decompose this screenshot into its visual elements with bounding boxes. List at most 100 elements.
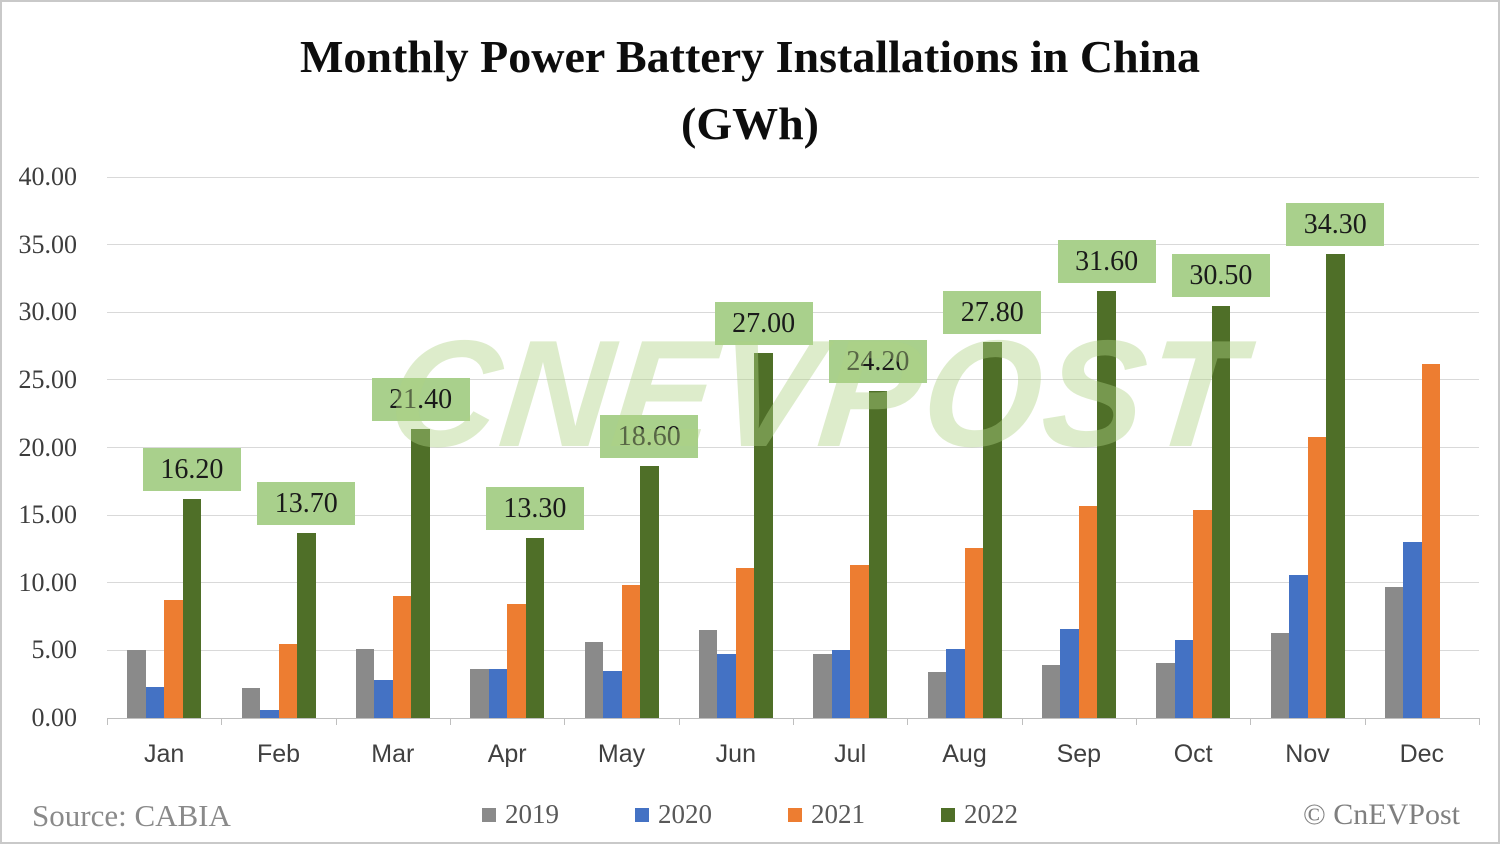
- gridline-40: [107, 176, 1479, 178]
- bar-2020-sep: [1060, 628, 1079, 718]
- x-axis-tick: [1136, 718, 1137, 725]
- data-label-2022-nov: 34.30: [1286, 203, 1385, 247]
- bar-2020-jul: [831, 650, 851, 718]
- bar-2021-jan: [164, 600, 183, 718]
- plot-area: 0.00 5.00 10.00 15.00 20.00 25.00 30.00 35.00 40…: [19, 164, 1480, 768]
- y-axis-tick-label: 20.00: [18, 432, 78, 462]
- data-label-2022-jun: 27.00: [714, 301, 813, 345]
- bar-2019-aug: [927, 672, 946, 718]
- bar-2019-dec: [1384, 586, 1404, 718]
- x-axis-label-jun: Jun: [715, 740, 756, 768]
- legend-label-2021: 2021: [811, 799, 865, 829]
- chart-title: Monthly Power Battery Installations in C…: [2, 24, 1498, 157]
- data-label-2022-oct: 30.50: [1171, 254, 1270, 298]
- data-label-2022-aug: 27.80: [943, 291, 1042, 334]
- bar-2021-apr: [507, 604, 526, 718]
- gridline-5: [107, 649, 1479, 651]
- x-axis-tick: [1364, 718, 1366, 725]
- bar-2019-jun: [698, 630, 718, 718]
- y-axis-tick-label: 0.00: [31, 703, 78, 732]
- bar-2020-oct: [1174, 639, 1194, 718]
- data-label-2022-jan: 16.20: [142, 447, 241, 491]
- x-axis-tick: [107, 718, 108, 725]
- bar-2019-jul: [813, 654, 832, 718]
- bar-2022-oct: [1211, 305, 1231, 718]
- bar-2022-nov: [1326, 254, 1345, 718]
- data-label-2022-apr: 13.30: [485, 487, 584, 531]
- x-axis-label-oct: Oct: [1173, 740, 1213, 768]
- bar-2019-nov: [1270, 632, 1289, 718]
- x-axis-label-mar: Mar: [371, 740, 415, 768]
- y-axis-tick-label: 15.00: [18, 500, 78, 530]
- x-axis-label-jul: Jul: [834, 740, 867, 768]
- x-axis-label-jan: Jan: [144, 740, 185, 768]
- bar-2020-feb: [260, 709, 279, 718]
- x-axis-tick: [678, 718, 680, 725]
- legend-item-2022: 2022: [941, 799, 1018, 830]
- bar-2022-mar: [411, 428, 430, 718]
- bar-2021-sep: [1078, 505, 1098, 718]
- bar-2022-feb: [297, 532, 316, 718]
- bar-2019-feb: [241, 688, 260, 718]
- data-label-2022-feb: 13.70: [257, 481, 356, 525]
- legend-item-2020: 2020: [635, 799, 712, 830]
- x-axis-tick: [793, 718, 794, 725]
- y-axis-tick-label: 35.00: [18, 229, 78, 259]
- data-label-2022-mar: 21.40: [371, 377, 470, 421]
- legend-item-2019: 2019: [482, 799, 559, 830]
- bar-2022-sep: [1097, 290, 1116, 718]
- bar-2019-may: [584, 642, 603, 718]
- bar-2021-oct: [1193, 509, 1212, 718]
- bar-2020-may: [603, 670, 622, 718]
- legend-item-2021: 2021: [788, 799, 865, 830]
- x-axis-tick: [564, 718, 566, 725]
- x-axis-tick: [450, 718, 451, 725]
- bar-2021-jul: [850, 565, 869, 718]
- y-axis-tick-label: 25.00: [18, 364, 78, 394]
- bar-2021-mar: [392, 596, 412, 718]
- legend-swatch-2020: [635, 807, 649, 822]
- x-axis-tick: [907, 718, 909, 725]
- y-axis-tick-label: 5.00: [31, 635, 78, 665]
- gridline-20: [107, 447, 1479, 448]
- bar-2022-apr: [525, 538, 545, 718]
- bar-2022-jun: [754, 352, 773, 718]
- bar-2019-oct: [1156, 662, 1175, 718]
- bar-2022-aug: [983, 342, 1002, 718]
- x-axis-label-apr: Apr: [487, 740, 527, 768]
- x-axis-tick: [1250, 718, 1252, 725]
- y-axis-tick-label: 10.00: [18, 567, 78, 597]
- bar-2019-jan: [127, 650, 146, 718]
- data-label-2022-may: 18.60: [600, 415, 699, 459]
- gridline-15: [107, 514, 1479, 516]
- x-axis-tick: [1479, 718, 1480, 725]
- bar-2021-dec: [1421, 363, 1441, 718]
- bar-2019-mar: [355, 649, 375, 718]
- bar-2020-jun: [717, 654, 736, 718]
- bar-2021-may: [621, 585, 640, 718]
- legend: 2019 2020 2021 2022: [2, 799, 1498, 830]
- bar-2020-mar: [374, 680, 393, 718]
- x-axis-label-aug: Aug: [942, 740, 987, 768]
- bar-2020-nov: [1289, 574, 1308, 718]
- legend-swatch-2019: [482, 807, 496, 822]
- data-label-2022-jul: 24.20: [828, 339, 927, 383]
- bar-2022-jul: [868, 390, 888, 718]
- legend-label-2020: 2020: [658, 799, 712, 829]
- chart-title-line1: Monthly Power Battery Installations in C…: [299, 31, 1201, 82]
- x-axis-label-may: May: [597, 740, 646, 768]
- source-label: Source: CABIA: [32, 798, 231, 833]
- bar-2019-apr: [470, 669, 489, 718]
- bar-2022-may: [640, 466, 659, 718]
- bar-2021-aug: [964, 547, 983, 718]
- gridline-25: [107, 379, 1479, 381]
- y-axis-tick-label: 40.00: [18, 162, 78, 191]
- copyright-label: © CnEVPost: [1303, 798, 1460, 831]
- x-axis-label-dec: Dec: [1399, 740, 1445, 768]
- bar-2021-nov: [1307, 436, 1326, 718]
- legend-swatch-2022: [941, 807, 955, 822]
- bar-2021-jun: [735, 567, 755, 718]
- legend-label-2019: 2019: [505, 799, 559, 829]
- chart-title-line2: (GWh): [681, 97, 819, 149]
